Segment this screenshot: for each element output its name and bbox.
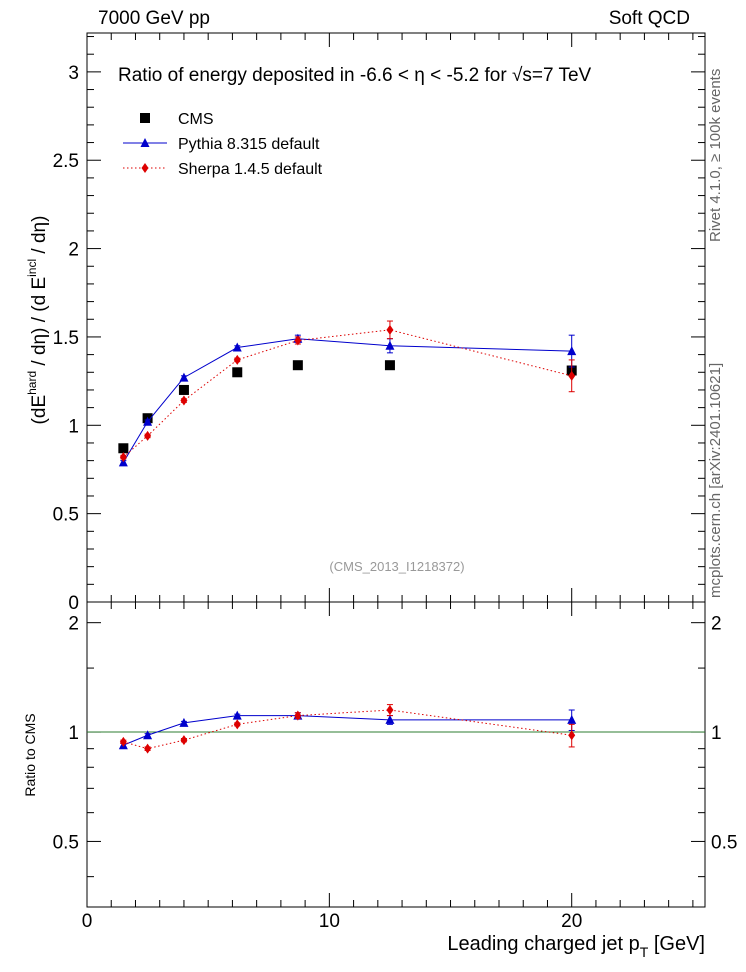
x-axis-label: Leading charged jet pT [GeV] (447, 933, 705, 960)
legend-marker (141, 163, 149, 173)
ratio-y-tick-label-right: 2 (711, 614, 722, 635)
ratio-sherpa-1-4-5-default-point (294, 710, 302, 721)
x-axis-label-sub: T (640, 944, 649, 960)
legend-entry-label: Sherpa 1.4.5 default (178, 161, 323, 178)
main-sherpa-1-4-5-default-point (386, 324, 394, 335)
ratio-y-axis-label: Ratio to CMS (22, 713, 38, 796)
ratio-sherpa-1-4-5-default-point (568, 730, 576, 741)
ratio-y-tick-label: 1 (68, 723, 79, 744)
legend-marker (140, 138, 150, 147)
ratio-pythia-8-315-default-point (385, 714, 395, 724)
main-cms-point (384, 360, 395, 371)
ratio-y-tick-label-right: 0.5 (711, 832, 737, 853)
main-pythia-8-315-default-point (143, 416, 153, 426)
y-tick-label: 0 (68, 593, 79, 614)
x-tick-label: 20 (561, 911, 582, 932)
y-tick-label: 1.5 (53, 328, 79, 349)
header-process-label: 7000 GeV pp (98, 8, 210, 29)
ratio-panel: 0 10 20 0.5 0.5 1 1 2 2 (53, 601, 737, 932)
y-axis-label: (dEhard / dη) / (d Eincl / dη) (25, 216, 50, 425)
main-panel: 0 0.5 1 1.5 2 2.5 3 (53, 32, 706, 614)
ratio-sherpa-1-4-5-default-point (119, 736, 127, 747)
main-pythia-8-315-default-point (385, 340, 395, 350)
ratio-pythia-8-315-default-point (179, 717, 189, 727)
main-sherpa-1-4-5-default-point (180, 395, 188, 406)
ratio-y-tick-label: 0.5 (53, 832, 79, 853)
legend-entry-label: Pythia 8.315 default (178, 136, 320, 153)
ratio-sherpa-1-4-5-default-point (180, 735, 188, 746)
header-category-label: Soft QCD (608, 8, 690, 29)
y-tick-label: 3 (68, 63, 79, 84)
ratio-sherpa-1-4-5-default-point (386, 704, 394, 715)
main-pythia-8-315-default-line (122, 338, 572, 463)
main-cms-point (292, 360, 303, 371)
analysis-watermark: (CMS_2013_I1218372) (329, 559, 464, 574)
ratio-sherpa-1-4-5-default-point (233, 719, 241, 730)
legend-entry-label: CMS (178, 111, 214, 128)
y-tick-label: 1 (68, 416, 79, 437)
main-cms-point (118, 443, 129, 454)
ratio-pythia-8-315-default-point (232, 710, 242, 720)
x-tick-label: 10 (319, 911, 340, 932)
ratio-pythia-8-315-default-line (123, 715, 572, 746)
x-axis-label-main: Leading charged jet p (447, 933, 639, 955)
main-cms-point (232, 367, 243, 378)
main-pythia-8-315-default-point (179, 372, 189, 382)
y-tick-label: 0.5 (53, 505, 79, 526)
main-sherpa-1-4-5-default-point (233, 354, 241, 365)
main-sherpa-1-4-5-default-point (144, 430, 152, 441)
main-cms-point (178, 384, 189, 395)
ratio-plot-frame (86, 601, 706, 908)
main-sherpa-1-4-5-default-point (568, 370, 576, 381)
ratio-pythia-8-315-default-point (567, 714, 577, 724)
y-tick-label: 2.5 (53, 151, 79, 172)
x-axis-label-unit: [GeV] (648, 933, 705, 955)
ratio-sherpa-1-4-5-default-point (144, 743, 152, 754)
main-title: Ratio of energy deposited in -6.6 < η < … (118, 65, 592, 86)
ratio-sherpa-1-4-5-default-line (123, 709, 572, 750)
x-tick-label: 0 (82, 911, 93, 932)
main-sherpa-1-4-5-default-point (294, 335, 302, 346)
y-tick-label: 2 (68, 240, 79, 261)
main-pythia-8-315-default-point (232, 342, 242, 352)
ratio-y-tick-label: 2 (68, 614, 79, 635)
ratio-y-tick-label-right: 1 (711, 723, 722, 744)
main-pythia-8-315-default-point (567, 346, 577, 356)
main-sherpa-1-4-5-default-point (119, 452, 127, 463)
ratio-pythia-8-315-default-point (143, 730, 153, 740)
legend-marker (140, 113, 150, 123)
legend: CMS Pythia 8.315 default Sherpa 1.4.5 defa… (123, 111, 323, 178)
